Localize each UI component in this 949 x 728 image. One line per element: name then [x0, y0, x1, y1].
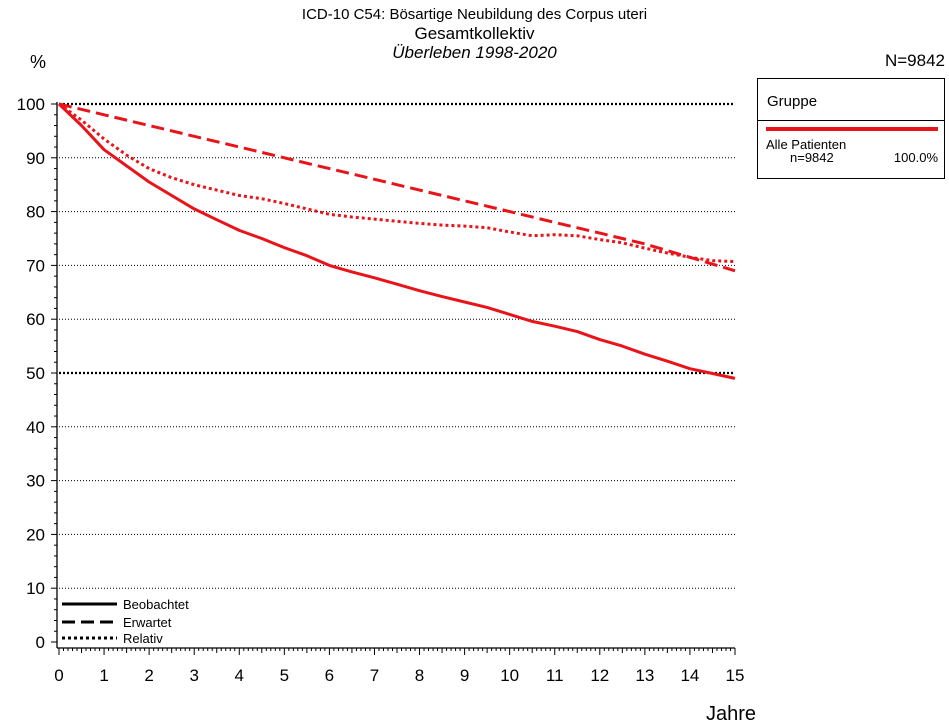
- legend-group-percent: 100.0%: [893, 150, 938, 165]
- x-tick-label: 4: [235, 666, 244, 685]
- x-tick-label: 8: [415, 666, 424, 685]
- chart-subtitle-period: Überleben 1998-2020: [392, 43, 557, 62]
- x-tick-label: 1: [99, 666, 108, 685]
- y-tick-label: 90: [26, 149, 45, 168]
- x-tick-label: 15: [726, 666, 745, 685]
- data-series: [57, 102, 736, 380]
- x-tick-label: 9: [460, 666, 469, 685]
- x-tick-label: 2: [144, 666, 153, 685]
- y-tick-label: 50: [26, 364, 45, 383]
- series-line-beobachtet: [57, 102, 736, 380]
- key-label-beobachtet: Beobachtet: [123, 597, 189, 612]
- y-tick-label: 30: [26, 472, 45, 491]
- y-tick-label: 40: [26, 418, 45, 437]
- y-tick-label: 10: [26, 579, 45, 598]
- legend-group-n: n=9842: [790, 150, 834, 165]
- x-tick-label: 12: [590, 666, 609, 685]
- y-tick-label: 100: [17, 95, 45, 114]
- x-tick-label: 6: [325, 666, 334, 685]
- series-line-erwartet: [58, 102, 736, 273]
- group-legend: Gruppe Alle Patienten n=9842 100.0%: [757, 78, 945, 179]
- legend-swatch: [766, 127, 938, 131]
- x-tick-label: 14: [680, 666, 699, 685]
- x-axis-label: Jahre: [706, 703, 757, 725]
- grid-lines: [59, 102, 735, 589]
- x-tick-label: 3: [189, 666, 198, 685]
- total-n-label: N=9842: [884, 51, 945, 70]
- y-tick-label: 60: [26, 310, 45, 329]
- y-tick-label: 80: [26, 203, 45, 222]
- y-tick-label: 70: [26, 256, 45, 275]
- x-tick-label: 5: [280, 666, 289, 685]
- y-tick-label: 0: [36, 633, 45, 652]
- legend-divider: [758, 120, 944, 121]
- legend-group-name: Alle Patienten: [766, 137, 847, 152]
- key-label-erwartet: Erwartet: [123, 615, 172, 630]
- x-tick-label: 11: [546, 666, 564, 685]
- x-tick-label: 7: [370, 666, 379, 685]
- y-tick-label: 20: [26, 525, 45, 544]
- legend-header: Gruppe: [767, 93, 818, 110]
- chart-subtitle: Gesamtkollektiv: [414, 24, 535, 43]
- x-tick-label: 0: [54, 666, 63, 685]
- chart-title: ICD-10 C54: Bösartige Neubildung des Cor…: [301, 6, 648, 23]
- key-label-relativ: Relativ: [123, 631, 163, 646]
- y-axis-label: %: [30, 52, 47, 72]
- x-tick-label: 10: [500, 666, 519, 685]
- x-tick-label: 13: [635, 666, 654, 685]
